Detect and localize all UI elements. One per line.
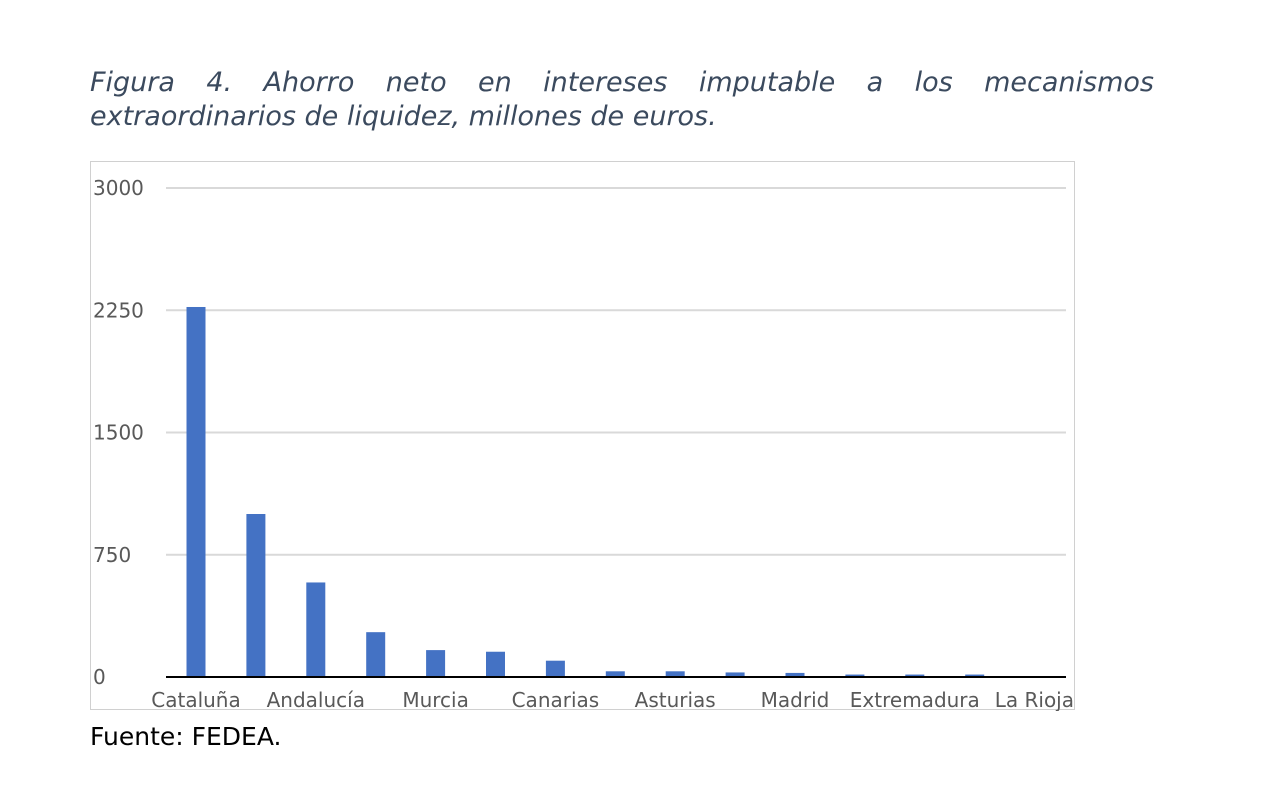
bar (905, 674, 925, 677)
figure-title: Figura 4. Ahorro neto en intereses imput… (90, 67, 1154, 132)
grid-lines (166, 187, 1066, 556)
bar (486, 651, 505, 677)
x-tick-label: Murcia (402, 688, 469, 711)
bar (845, 674, 865, 677)
x-tick-label: Madrid (761, 688, 830, 711)
x-tick-label: Cataluña (151, 688, 240, 711)
y-tick-label: 1500 (93, 421, 144, 445)
bar (426, 650, 446, 677)
y-tick-label: 750 (93, 543, 131, 567)
bar (785, 672, 805, 677)
bar (186, 306, 206, 677)
y-tick-label: 2250 (93, 298, 144, 322)
bar (725, 672, 745, 677)
bar-chart: 0 750 1500 2250 3000 Cataluña Andalucía Murcia… (93, 176, 1074, 711)
bar (246, 514, 266, 677)
bar (665, 671, 685, 677)
bar (965, 674, 985, 677)
bar (605, 671, 625, 677)
x-tick-label: Asturias (635, 688, 716, 711)
x-tick-label: Extremadura (850, 688, 980, 711)
x-tick-label: Andalucía (267, 688, 365, 711)
source-note: Fuente: FEDEA. (90, 722, 282, 751)
x-tick-label: Canarias (512, 688, 600, 711)
bar (545, 660, 565, 677)
y-tick-labels: 0 750 1500 2250 3000 (93, 176, 144, 689)
y-tick-label: 0 (93, 665, 106, 689)
bar (306, 582, 326, 677)
bar (366, 632, 386, 677)
x-tick-labels: Cataluña Andalucía Murcia Canarias Asturias M… (151, 688, 1074, 711)
chart-frame: 0 750 1500 2250 3000 Cataluña Andalucía Murcia… (90, 161, 1075, 711)
y-tick-label: 3000 (93, 176, 144, 200)
bars (186, 306, 985, 677)
x-tick-label: La Rioja (995, 688, 1074, 711)
